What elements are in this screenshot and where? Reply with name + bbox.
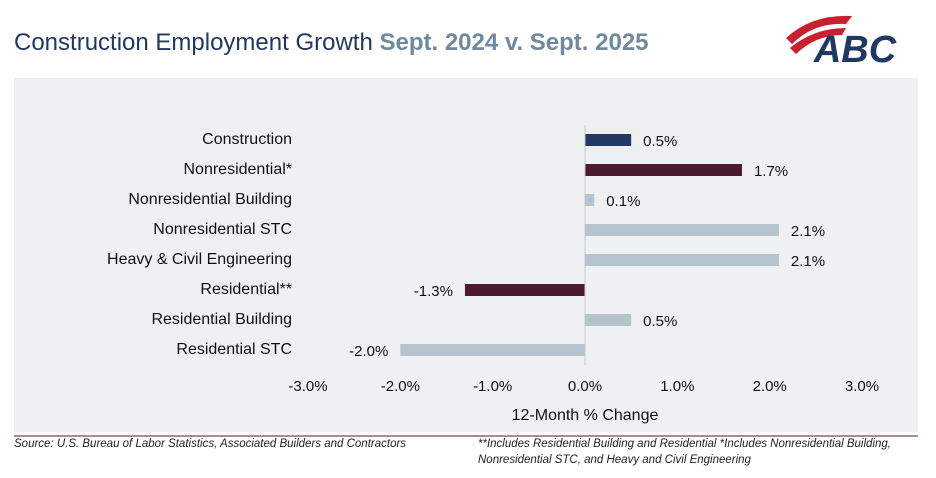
category-label: Nonresidential Building	[128, 191, 292, 208]
category-label: Heavy & Civil Engineering	[107, 251, 292, 268]
value-label: 0.5%	[643, 133, 677, 150]
source-note: Source: U.S. Bureau of Labor Statistics,…	[14, 438, 407, 450]
value-label: 2.1%	[791, 223, 825, 240]
category-label: Nonresidential*	[183, 161, 292, 178]
bar	[585, 314, 632, 326]
logo-stripe	[786, 15, 852, 44]
category-label: Residential**	[200, 281, 292, 298]
category-label: Construction	[202, 131, 292, 148]
category-label: Residential STC	[176, 341, 292, 358]
x-tick-label: 0.0%	[568, 378, 602, 395]
footnote: **Includes Residential Building and Resi…	[478, 438, 891, 466]
x-tick-label: 1.0%	[660, 378, 694, 395]
value-label: -2.0%	[349, 343, 388, 360]
bar	[585, 224, 779, 236]
bar	[585, 194, 595, 206]
category-label: Nonresidential STC	[153, 221, 292, 238]
bar	[400, 344, 585, 356]
x-axis-label: 12-Month % Change	[512, 407, 659, 424]
x-tick-label: -2.0%	[381, 378, 420, 395]
category-label: Residential Building	[151, 311, 292, 328]
bar	[585, 254, 779, 266]
x-tick-label: -3.0%	[288, 378, 327, 395]
logo-text: ABC	[813, 29, 897, 71]
bar	[585, 164, 742, 176]
bar	[585, 134, 632, 146]
chart-title: Construction Employment Growth Sept. 202…	[14, 29, 649, 56]
value-label: 0.5%	[643, 313, 677, 330]
value-label: 2.1%	[791, 253, 825, 270]
x-tick-label: 2.0%	[753, 378, 787, 395]
logo-stripe	[790, 28, 846, 54]
title: Construction Employment Growth	[14, 29, 373, 56]
value-label: 1.7%	[754, 163, 788, 180]
value-label: -1.3%	[414, 283, 453, 300]
subtitle: Sept. 2024 v. Sept. 2025	[379, 29, 648, 56]
bar	[464, 284, 585, 296]
x-tick-label: 3.0%	[845, 378, 879, 395]
logo: ABC	[786, 15, 897, 71]
value-label: 0.1%	[606, 193, 640, 210]
x-tick-label: -1.0%	[473, 378, 512, 395]
